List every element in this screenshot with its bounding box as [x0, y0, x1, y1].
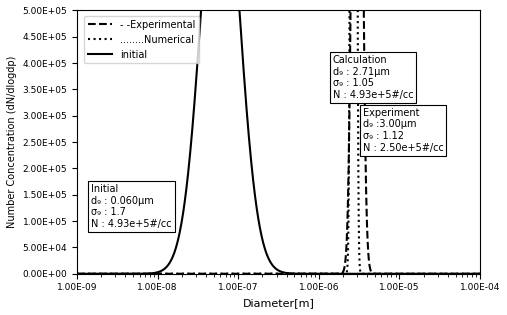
Text: Experiment
d₉ :3.00μm
σ₉ : 1.12
N : 2.50e+5#/cc: Experiment d₉ :3.00μm σ₉ : 1.12 N : 2.50… [363, 108, 444, 153]
X-axis label: Diameter[m]: Diameter[m] [242, 298, 314, 308]
Text: Calculation
d₉ : 2.71μm
σ₉ : 1.05
N : 4.93e+5#/cc: Calculation d₉ : 2.71μm σ₉ : 1.05 N : 4.… [333, 55, 414, 100]
Legend: - -Experimental, ........Numerical, initial: - -Experimental, ........Numerical, init… [84, 16, 199, 64]
Text: Initial
d₉ : 0.060μm
σ₉ : 1.7
N : 4.93e+5#/cc: Initial d₉ : 0.060μm σ₉ : 1.7 N : 4.93e+… [91, 184, 172, 229]
Y-axis label: Number Concentration (dN/dlogdp): Number Concentration (dN/dlogdp) [7, 56, 17, 228]
